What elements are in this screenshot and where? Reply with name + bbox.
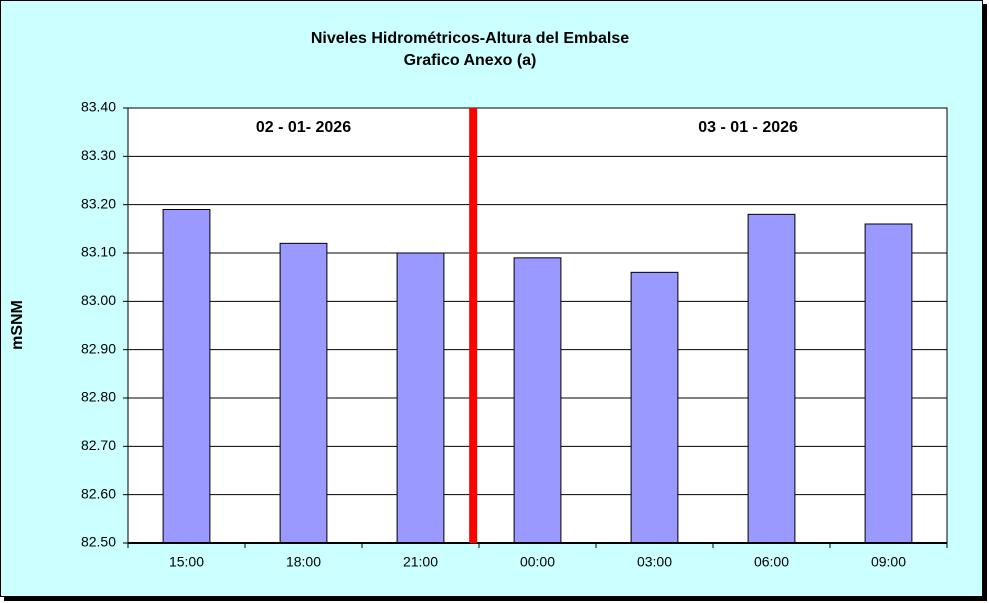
y-tick-label: 83.00 xyxy=(81,292,116,308)
y-tick-label: 83.20 xyxy=(81,195,116,211)
y-tick-label: 83.30 xyxy=(81,147,116,163)
x-tick-label: 00:00 xyxy=(520,554,555,570)
chart-subtitle: Grafico Anexo (a) xyxy=(404,52,537,69)
x-tick-label: 21:00 xyxy=(403,554,438,570)
y-tick-label: 82.80 xyxy=(81,389,116,405)
x-tick-label: 18:00 xyxy=(286,554,321,570)
bar xyxy=(279,242,328,544)
y-tick-label: 83.40 xyxy=(81,99,116,115)
y-tick-label: 82.50 xyxy=(81,534,116,550)
bar xyxy=(396,252,445,544)
y-tick-label: 82.70 xyxy=(81,437,116,453)
annotation: 03 - 01 - 2026 xyxy=(698,119,798,136)
bar xyxy=(630,271,679,544)
bar xyxy=(513,257,562,544)
annotation: 02 - 01- 2026 xyxy=(256,119,351,136)
x-tick-label: 03:00 xyxy=(637,554,672,570)
y-tick-label: 82.90 xyxy=(81,340,116,356)
y-tick-label: 82.60 xyxy=(81,485,116,501)
y-axis-label: mSNM xyxy=(9,300,26,350)
chart-title: Niveles Hidrométricos-Altura del Embalse xyxy=(311,30,629,47)
y-tick-label: 83.10 xyxy=(81,244,116,260)
x-tick-label: 09:00 xyxy=(871,554,906,570)
bar xyxy=(162,209,211,544)
x-tick-label: 06:00 xyxy=(754,554,789,570)
bar xyxy=(864,223,913,544)
bar xyxy=(747,213,796,544)
x-tick-label: 15:00 xyxy=(169,554,204,570)
